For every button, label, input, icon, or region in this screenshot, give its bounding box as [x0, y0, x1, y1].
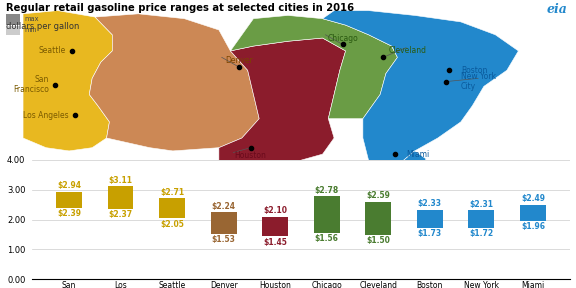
Text: Regular retail gasoline price ranges at selected cities in 2016: Regular retail gasoline price ranges at … — [6, 3, 354, 13]
Bar — [262, 217, 288, 236]
Text: $2.24: $2.24 — [211, 202, 236, 211]
Text: Houston: Houston — [234, 151, 267, 160]
Polygon shape — [23, 11, 112, 151]
Bar — [211, 213, 237, 234]
Bar — [6, 14, 20, 25]
Bar — [314, 196, 340, 233]
Text: max: max — [24, 16, 39, 22]
Text: New York
City: New York City — [461, 72, 496, 91]
Text: $2.49: $2.49 — [521, 194, 545, 203]
Bar — [159, 198, 185, 218]
Text: $3.11: $3.11 — [109, 176, 132, 185]
Bar — [6, 26, 20, 35]
Text: Chicago: Chicago — [327, 33, 358, 43]
Bar — [108, 186, 134, 209]
Text: $1.72: $1.72 — [469, 230, 494, 238]
Text: Boston: Boston — [461, 66, 487, 75]
Text: $2.94: $2.94 — [57, 181, 81, 190]
Text: $2.31: $2.31 — [469, 200, 493, 209]
Bar — [468, 210, 494, 228]
Text: $2.59: $2.59 — [366, 192, 390, 200]
Text: San
Francisco: San Francisco — [13, 75, 49, 94]
Text: $1.50: $1.50 — [366, 236, 390, 245]
Text: $2.78: $2.78 — [314, 186, 339, 195]
Text: $1.73: $1.73 — [418, 229, 442, 238]
Text: $2.10: $2.10 — [263, 206, 287, 215]
Bar — [365, 202, 391, 234]
Polygon shape — [219, 38, 346, 164]
Text: Los Angeles: Los Angeles — [24, 111, 69, 120]
Text: Denver: Denver — [225, 56, 253, 65]
Text: min: min — [24, 27, 37, 33]
Text: $2.39: $2.39 — [57, 209, 81, 218]
Text: Cleveland: Cleveland — [389, 46, 427, 55]
Bar — [56, 192, 82, 208]
Text: eia: eia — [547, 3, 567, 16]
Polygon shape — [230, 16, 397, 119]
Bar — [417, 210, 443, 228]
Text: Seattle: Seattle — [39, 46, 66, 55]
Text: $2.33: $2.33 — [418, 199, 442, 208]
Text: $2.37: $2.37 — [108, 210, 132, 219]
Bar — [520, 205, 545, 221]
Text: $1.96: $1.96 — [521, 222, 545, 231]
Text: $1.45: $1.45 — [263, 238, 287, 247]
Polygon shape — [89, 14, 259, 151]
Text: $2.71: $2.71 — [160, 188, 184, 197]
Text: $1.53: $1.53 — [212, 235, 236, 244]
Text: dollars per gallon: dollars per gallon — [6, 22, 79, 31]
Text: $2.05: $2.05 — [160, 220, 184, 229]
Text: Miami: Miami — [406, 150, 429, 159]
Text: $1.56: $1.56 — [315, 234, 339, 243]
Polygon shape — [392, 151, 426, 165]
Polygon shape — [323, 11, 518, 165]
